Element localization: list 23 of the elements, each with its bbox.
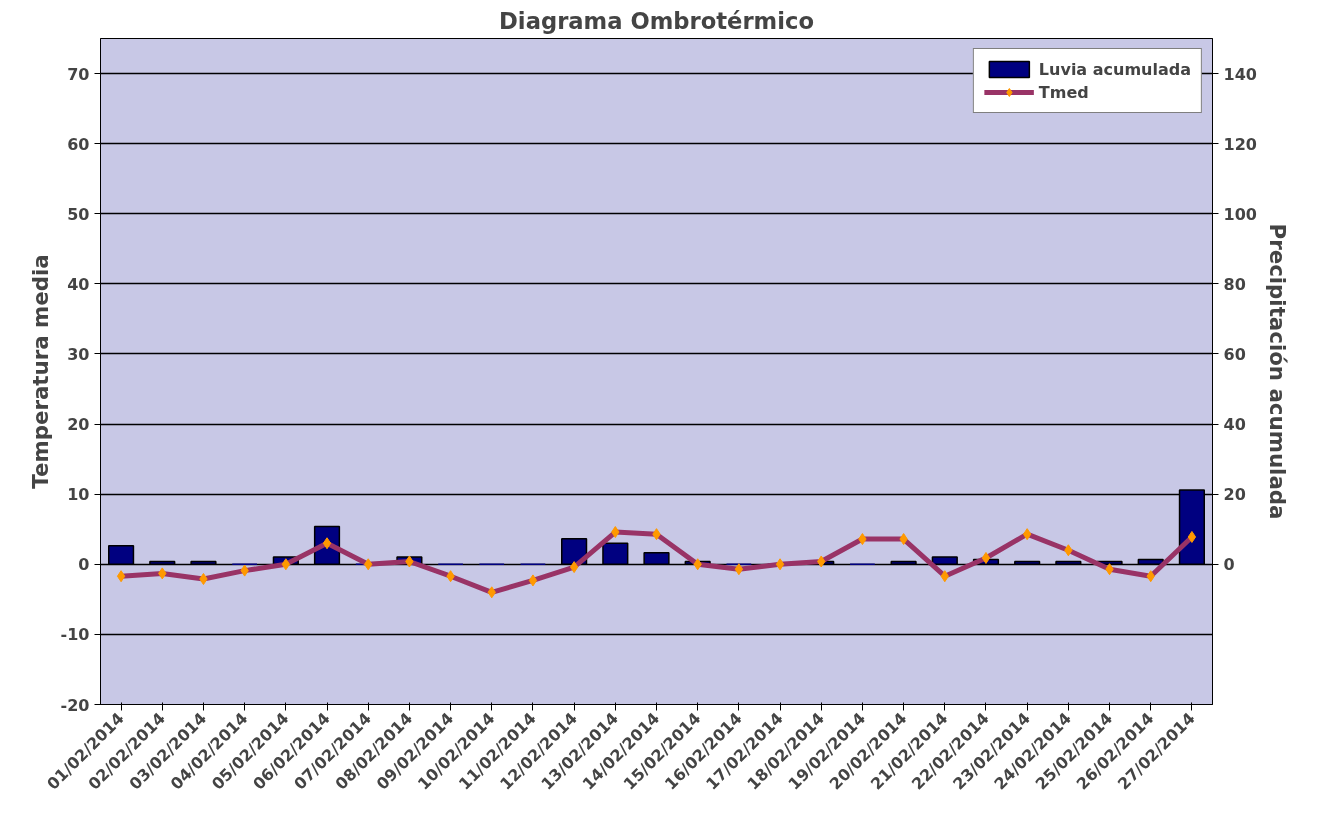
y-tick-label: 20 [67,415,90,435]
y-tick-label: -20 [60,695,90,715]
y2-tick-label: 120 [1223,134,1257,154]
y-tick-label: 40 [67,274,90,294]
y-tick-label: 10 [67,485,90,505]
y-tick-label: 60 [67,134,90,154]
legend-label: Luvia acumulada [1038,59,1191,79]
y2-tick-label: 0 [1223,555,1235,575]
y-axis-title: Temperatura media [27,254,53,489]
y2-tick-label: 100 [1223,204,1257,224]
y-tick-label: 50 [67,204,90,224]
y2-axis-title: Precipitación acumulada [1264,223,1290,520]
y-tick-label: 0 [78,555,90,575]
y2-tick-label: 40 [1223,415,1246,435]
y2-tick-label: 20 [1223,485,1246,505]
y2-tick-label: 140 [1223,64,1257,84]
y-tick-label: -10 [60,625,90,645]
chart-title: Diagrama Ombrotérmico [499,7,814,34]
legend-label: Tmed [1038,82,1089,102]
y-tick-label: 70 [67,64,90,84]
y-tick-label: 30 [67,344,90,364]
y2-tick-label: 60 [1223,344,1246,364]
y2-tick-label: 80 [1223,274,1246,294]
